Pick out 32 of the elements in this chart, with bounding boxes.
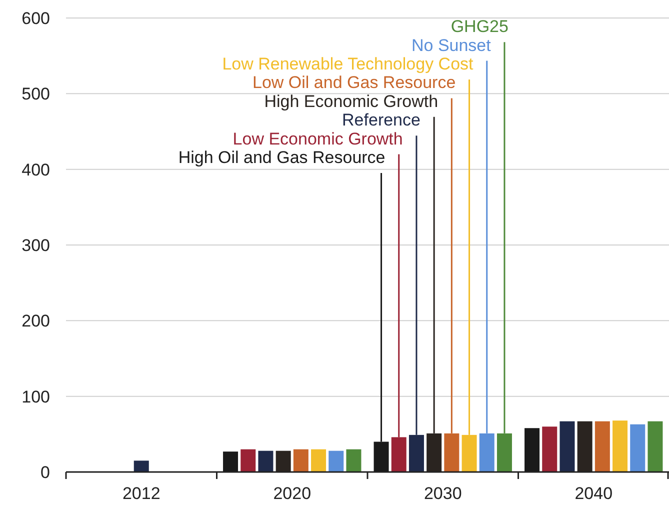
text: Low Economic Growth	[232, 129, 403, 148]
x-tick-label: 2040	[574, 484, 613, 503]
bar	[328, 450, 344, 472]
text: Low Oil and Gas Resource	[252, 73, 456, 92]
bar	[293, 449, 308, 472]
text: High Oil and Gas Resource	[178, 148, 386, 167]
x-tick-label: 2020	[273, 484, 312, 503]
bar	[311, 449, 326, 472]
y-tick-label: 500	[22, 84, 50, 104]
bar	[630, 424, 646, 472]
bar	[258, 450, 274, 472]
x-tick-label: 2030	[424, 484, 462, 503]
y-tick-label: 0	[40, 462, 50, 482]
text: No Sunset	[411, 36, 492, 55]
bar	[612, 420, 628, 472]
y-tick-label: 100	[22, 387, 50, 406]
bar	[240, 449, 256, 472]
y-tick-label: 600	[22, 8, 50, 28]
text: GHG25	[450, 17, 508, 36]
text: Low Renewable Technology Cost	[222, 54, 474, 74]
text: High Economic Growth	[264, 92, 438, 111]
x-tick-label: 2012	[122, 484, 160, 503]
bar	[346, 449, 362, 472]
bar	[594, 421, 610, 472]
bar	[648, 421, 663, 472]
y-tick-label: 300	[22, 236, 50, 255]
bar	[542, 426, 558, 472]
text: Reference	[342, 110, 420, 130]
y-tick-label: 200	[22, 312, 50, 331]
bar	[560, 421, 575, 472]
y-tick-label: 400	[22, 160, 50, 180]
bar	[134, 460, 149, 472]
